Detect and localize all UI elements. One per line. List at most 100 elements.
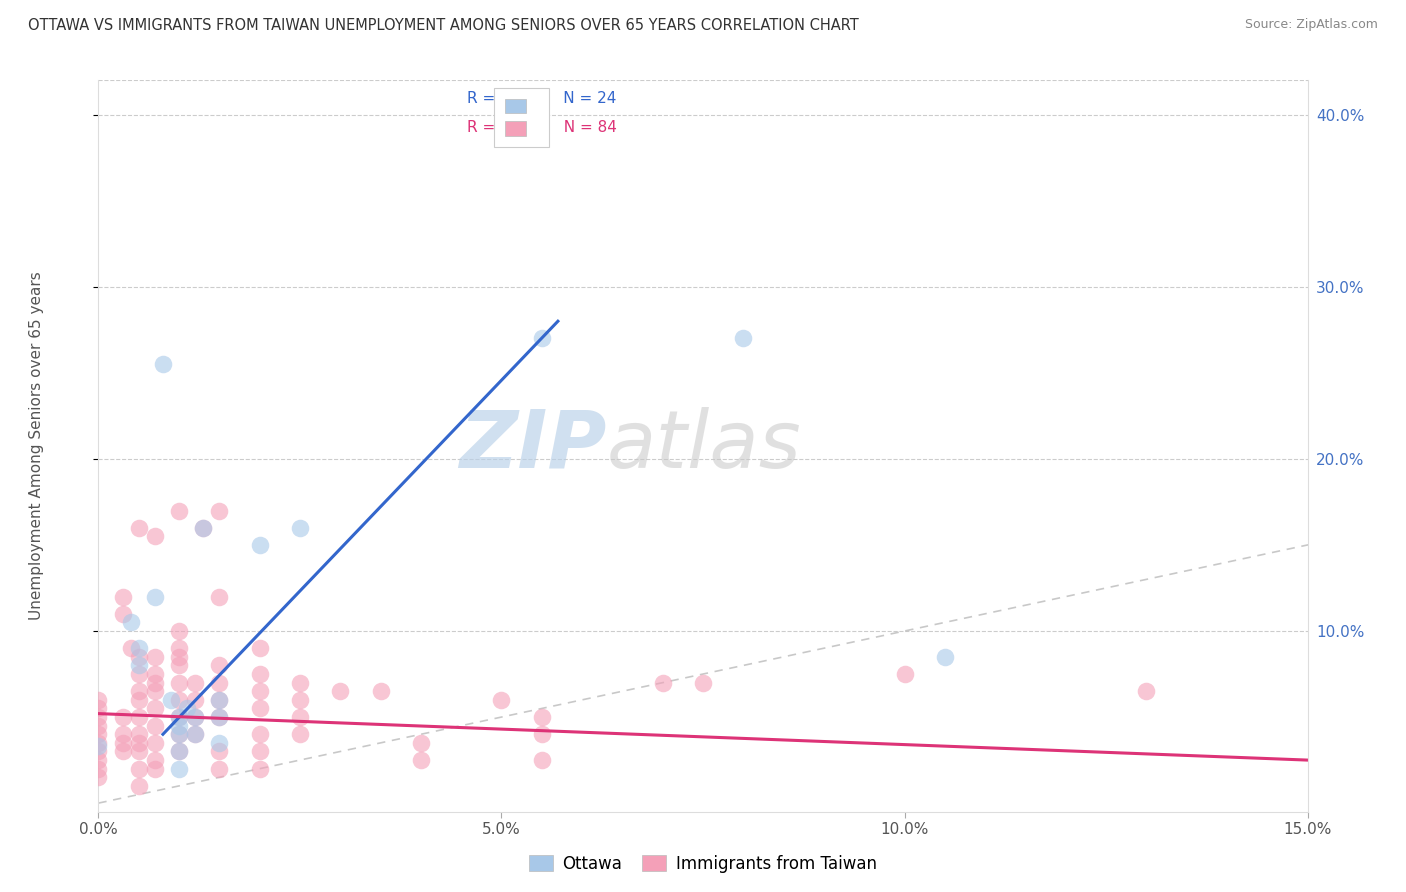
Point — [167, 641, 190, 656]
Point — [128, 779, 150, 793]
Text: Source: ZipAtlas.com: Source: ZipAtlas.com — [1244, 18, 1378, 31]
Point — [249, 684, 271, 698]
Point — [128, 684, 150, 698]
Point — [249, 641, 271, 656]
Point — [208, 736, 231, 750]
Point — [128, 727, 150, 741]
Point — [87, 719, 110, 733]
Point — [409, 736, 432, 750]
Point — [167, 710, 190, 724]
Point — [128, 667, 150, 681]
Point — [87, 739, 110, 754]
Point — [208, 693, 231, 707]
Point — [184, 727, 207, 741]
Point — [128, 649, 150, 664]
Point — [1135, 684, 1157, 698]
Text: OTTAWA VS IMMIGRANTS FROM TAIWAN UNEMPLOYMENT AMONG SENIORS OVER 65 YEARS CORREL: OTTAWA VS IMMIGRANTS FROM TAIWAN UNEMPLO… — [28, 18, 859, 33]
Point — [128, 762, 150, 776]
Point — [530, 753, 553, 767]
Point — [893, 667, 915, 681]
Point — [111, 607, 134, 621]
Point — [530, 727, 553, 741]
Point — [87, 727, 110, 741]
Point — [143, 719, 166, 733]
Legend: , : , — [494, 88, 550, 147]
Point — [152, 357, 174, 371]
Point — [87, 710, 110, 724]
Point — [143, 762, 166, 776]
Point — [167, 762, 190, 776]
Point — [120, 641, 142, 656]
Point — [184, 710, 207, 724]
Point — [111, 590, 134, 604]
Point — [193, 521, 215, 535]
Point — [193, 521, 215, 535]
Point — [128, 641, 150, 656]
Point — [167, 624, 190, 638]
Point — [143, 684, 166, 698]
Point — [208, 762, 231, 776]
Point — [288, 727, 311, 741]
Point — [184, 727, 207, 741]
Point — [249, 701, 271, 715]
Point — [120, 615, 142, 630]
Point — [87, 770, 110, 784]
Y-axis label: Unemployment Among Seniors over 65 years: Unemployment Among Seniors over 65 years — [30, 272, 44, 620]
Point — [249, 538, 271, 552]
Text: atlas: atlas — [606, 407, 801, 485]
Legend: Ottawa, Immigrants from Taiwan: Ottawa, Immigrants from Taiwan — [523, 848, 883, 880]
Point — [249, 744, 271, 758]
Point — [87, 762, 110, 776]
Point — [128, 736, 150, 750]
Point — [208, 675, 231, 690]
Text: R = -0.261   N = 84: R = -0.261 N = 84 — [467, 120, 617, 136]
Point — [530, 331, 553, 345]
Text: ZIP: ZIP — [458, 407, 606, 485]
Point — [167, 727, 190, 741]
Point — [167, 710, 190, 724]
Point — [167, 719, 190, 733]
Point — [370, 684, 392, 698]
Point — [143, 590, 166, 604]
Point — [491, 693, 513, 707]
Point — [208, 710, 231, 724]
Point — [208, 503, 231, 517]
Point — [249, 667, 271, 681]
Point — [128, 744, 150, 758]
Point — [143, 701, 166, 715]
Point — [288, 675, 311, 690]
Point — [128, 710, 150, 724]
Point — [651, 675, 673, 690]
Point — [329, 684, 352, 698]
Point — [208, 710, 231, 724]
Point — [143, 675, 166, 690]
Point — [167, 727, 190, 741]
Point — [160, 693, 183, 707]
Point — [111, 727, 134, 741]
Point — [249, 727, 271, 741]
Point — [208, 658, 231, 673]
Point — [167, 693, 190, 707]
Point — [249, 762, 271, 776]
Point — [143, 529, 166, 543]
Point — [208, 590, 231, 604]
Point — [143, 736, 166, 750]
Point — [530, 710, 553, 724]
Point — [87, 753, 110, 767]
Point — [692, 675, 714, 690]
Point — [143, 649, 166, 664]
Point — [288, 521, 311, 535]
Point — [288, 693, 311, 707]
Point — [87, 736, 110, 750]
Point — [176, 701, 198, 715]
Point — [128, 521, 150, 535]
Point — [167, 503, 190, 517]
Point — [167, 744, 190, 758]
Point — [111, 736, 134, 750]
Point — [184, 710, 207, 724]
Point — [733, 331, 755, 345]
Point — [167, 675, 190, 690]
Point — [87, 744, 110, 758]
Point — [167, 649, 190, 664]
Point — [87, 701, 110, 715]
